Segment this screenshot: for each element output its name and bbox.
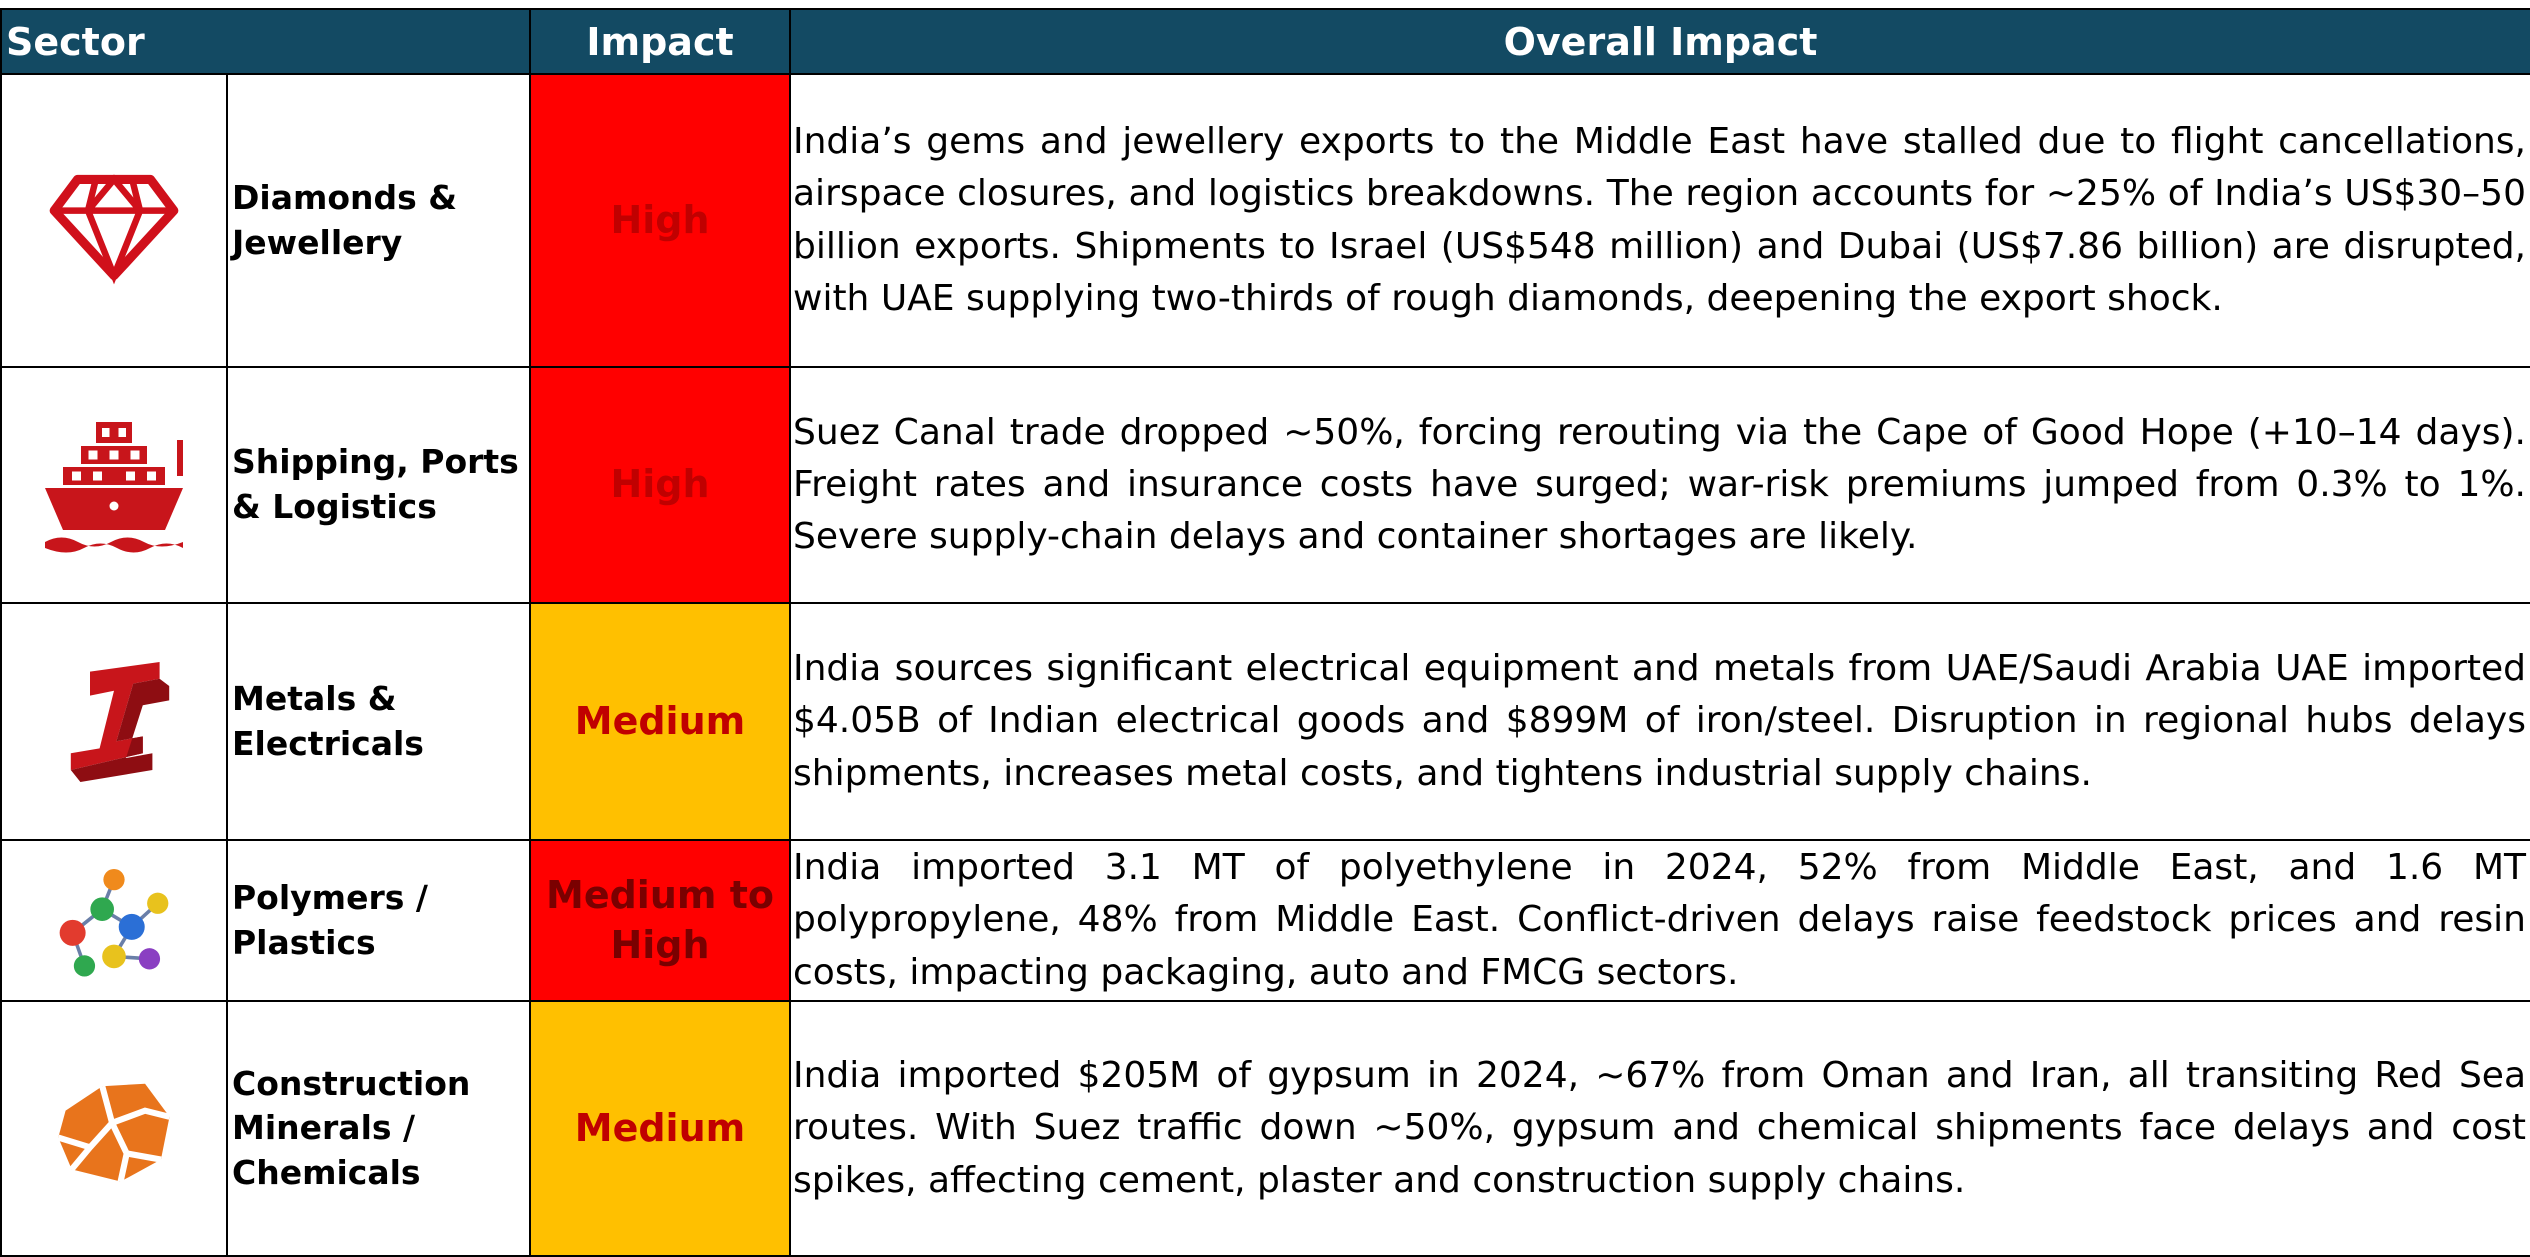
icon-cell [0, 366, 228, 604]
description-cell: India imported $205M of gypsum in 2024, … [789, 1000, 2530, 1257]
icon-cell [0, 839, 228, 1002]
impact-table: Sector Impact Overall Impact Diamonds & … [0, 8, 2530, 1257]
header-cell: Overall Impact [789, 8, 2530, 75]
description-cell: India sources significant electrical equ… [789, 602, 2530, 841]
row: Metals & Electricals Medium India source… [0, 602, 2530, 841]
impact-cell: Medium to High [529, 839, 791, 1002]
icon-cell [0, 73, 228, 368]
row: Diamonds & Jewellery High India’s gems a… [0, 73, 2530, 368]
beam-icon [70, 661, 170, 782]
description-cell: India imported 3.1 MT of polyethylene in… [789, 839, 2530, 1002]
diamond-icon [49, 173, 179, 284]
ship-icon [45, 422, 183, 553]
header-cell: Impact [529, 8, 791, 75]
impact-cell: Medium [529, 602, 791, 841]
header-row: Sector Impact Overall Impact [0, 8, 2530, 75]
impact-cell: High [529, 366, 791, 604]
impact-cell: Medium [529, 1000, 791, 1257]
sector-cell: Construction Minerals / Chemicals [226, 1000, 531, 1257]
impact-cell: High [529, 73, 791, 368]
icon-cell [0, 602, 228, 841]
row: Shipping, Ports & Logistics High Suez Ca… [0, 366, 2530, 604]
sector-cell: Shipping, Ports & Logistics [226, 366, 531, 604]
molecule-icon [59, 868, 169, 977]
header-cell: Sector [0, 8, 531, 75]
icon-cell [0, 1000, 228, 1257]
description-cell: India’s gems and jewellery exports to th… [789, 73, 2530, 368]
row: Polymers / Plastics Medium to High India… [0, 839, 2530, 1002]
sector-cell: Metals & Electricals [226, 602, 531, 841]
sector-cell: Polymers / Plastics [226, 839, 531, 1002]
minerals-icon [56, 1083, 170, 1182]
sector-cell: Diamonds & Jewellery [226, 73, 531, 368]
row: Construction Minerals / Chemicals Medium… [0, 1000, 2530, 1257]
description-cell: Suez Canal trade dropped ~50%, forcing r… [789, 366, 2530, 604]
